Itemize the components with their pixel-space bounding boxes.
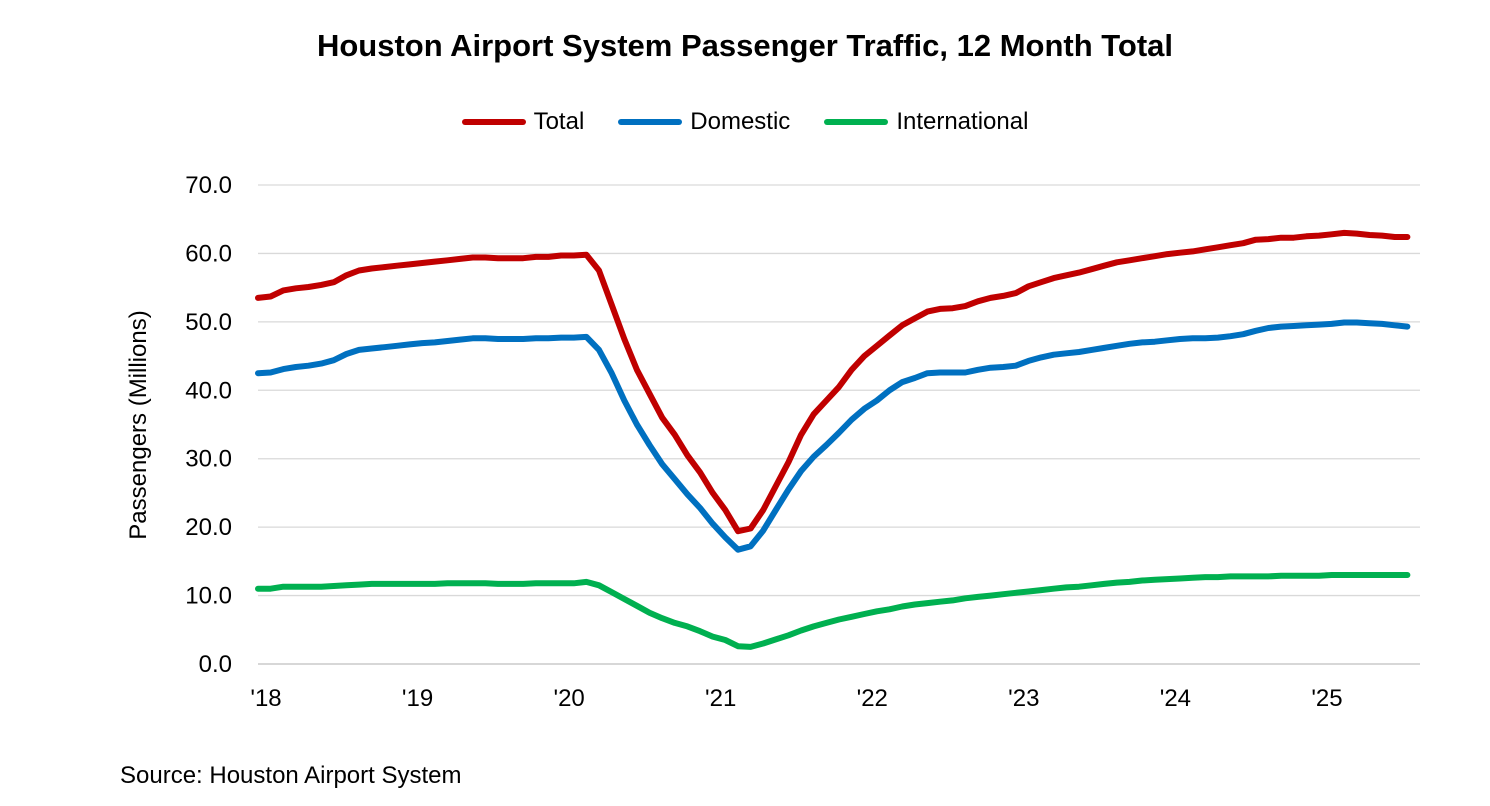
x-tick-label: '19 — [402, 685, 433, 712]
x-tick-label: '21 — [705, 685, 736, 712]
x-tick-label: '24 — [1160, 685, 1191, 712]
series-line-domestic — [255, 319, 1411, 553]
legend-swatch-international — [824, 119, 889, 125]
legend-item-domestic: Domestic — [618, 108, 790, 136]
legend-label-international: International — [896, 108, 1029, 135]
x-tick-label: '18 — [250, 685, 281, 712]
y-tick-label: 10.0 — [185, 583, 232, 610]
x-tick-label: '25 — [1311, 685, 1342, 712]
x-tick-label: '23 — [1008, 685, 1039, 712]
series-line-international — [255, 572, 1411, 650]
y-tick-label: 70.0 — [185, 172, 232, 199]
chart-legend: Total Domestic International — [0, 108, 1490, 136]
y-tick-label: 60.0 — [185, 240, 232, 267]
y-tick-label: 30.0 — [185, 446, 232, 473]
legend-label-total: Total — [533, 108, 585, 135]
y-axis-label: Passengers (Millions) — [125, 310, 152, 539]
x-tick-label: '22 — [857, 685, 888, 712]
legend-swatch-domestic — [618, 119, 683, 125]
x-axis-ticks: '18 '19 '20 '21 '22 '23 '24 '25 — [250, 685, 1342, 712]
source-note: Source: Houston Airport System — [120, 762, 462, 789]
y-tick-label: 40.0 — [185, 377, 232, 404]
legend-swatch-total — [461, 119, 526, 125]
legend-label-domestic: Domestic — [690, 108, 791, 135]
chart-title: Houston Airport System Passenger Traffic… — [316, 28, 1174, 63]
x-tick-label: '20 — [553, 685, 584, 712]
series-lines — [255, 229, 1411, 650]
y-tick-label: 0.0 — [199, 651, 232, 678]
y-tick-label: 50.0 — [185, 309, 232, 336]
legend-item-total: Total — [461, 108, 585, 136]
y-tick-label: 20.0 — [185, 514, 232, 541]
gridlines — [258, 184, 1420, 665]
legend-item-international: International — [824, 108, 1028, 136]
y-axis-ticks: 0.0 10.0 20.0 30.0 40.0 50.0 60.0 70.0 — [185, 172, 232, 678]
series-line-total — [255, 229, 1411, 535]
